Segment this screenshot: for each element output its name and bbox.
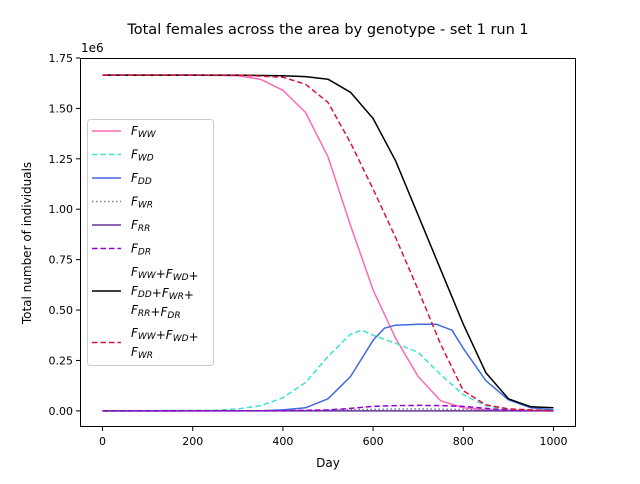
y-tick-label: 1.75 (49, 52, 74, 65)
legend-label: FWR (131, 195, 153, 211)
legend-item: FWW+FWD+FWR (92, 326, 199, 361)
x-tick-label: 1000 (539, 435, 567, 448)
plot-frame (80, 58, 576, 427)
y-multiplier-label: 1e6 (81, 41, 104, 55)
x-tick-label: 600 (363, 435, 384, 448)
y-axis-label: Total number of individuals (20, 162, 34, 325)
series-line-3 (102, 408, 554, 412)
legend-label: FWW+FWD+ (131, 326, 199, 344)
legend-label: FWW+FWD+ (131, 265, 199, 283)
y-tick-label: 1.00 (49, 203, 74, 216)
x-axis-label: Day (316, 456, 340, 470)
y-tick-label: 0.75 (49, 254, 74, 267)
legend-label: FWR (131, 345, 153, 361)
y-tick-label: 1.50 (49, 102, 74, 115)
legend-label: FRR+FDR (131, 303, 181, 321)
legend-label: FWW (131, 124, 157, 140)
x-tick-label: 200 (182, 435, 203, 448)
legend-item: FRR (92, 218, 150, 234)
legend-label: FWD (131, 148, 154, 164)
series-line-7 (102, 74, 554, 412)
y-tick-label: 1.25 (49, 153, 74, 166)
x-tick-label: 0 (99, 435, 106, 448)
series-line-1 (102, 329, 554, 412)
legend-item: FWW (92, 124, 157, 140)
y-tick-label: 0.50 (49, 304, 74, 317)
legend-item: FDR (92, 242, 151, 258)
legend-label: FDD+FWR+ (131, 284, 194, 302)
y-tick-label: 0.00 (49, 405, 74, 418)
legend-item: FDD (92, 171, 152, 187)
legend-label: FRR (131, 218, 150, 234)
legend-frame (87, 119, 214, 366)
chart-title: Total females across the area by genotyp… (126, 22, 528, 38)
legend-label: FDR (131, 242, 151, 258)
legend-item: FWW+FWD+FDD+FWR+FRR+FDR (92, 265, 199, 321)
legend-item: FWD (92, 148, 154, 164)
x-tick-label: 400 (272, 435, 293, 448)
legend-item: FWR (92, 195, 153, 211)
series-line-2 (102, 323, 554, 412)
legend-label: FDD (131, 171, 152, 187)
y-tick-label: 0.25 (49, 354, 74, 367)
series-line-5 (102, 404, 554, 412)
x-tick-label: 800 (453, 435, 474, 448)
legend: FWWFWDFDDFWRFRRFDRFWW+FWD+FDD+FWR+FRR+FD… (87, 119, 214, 366)
